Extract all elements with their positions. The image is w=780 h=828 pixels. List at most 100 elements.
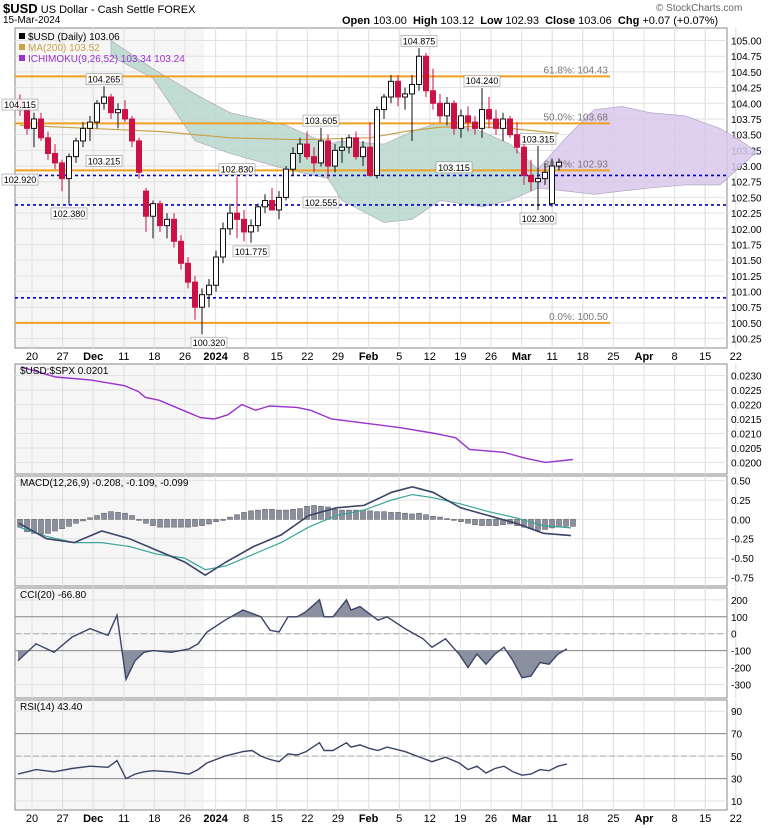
macd-histogram-bar	[423, 514, 429, 520]
price-label: 102.830	[221, 165, 254, 175]
macd-histogram-bar	[458, 519, 464, 522]
candle-body	[136, 140, 142, 173]
candle-body	[80, 127, 86, 142]
macd-histogram-bar	[444, 518, 450, 520]
macd-histogram-bar	[430, 516, 436, 520]
macd-histogram-bar	[199, 519, 205, 526]
macd-histogram-bar	[38, 519, 44, 535]
candle-body	[521, 146, 527, 176]
macd-histogram-bar	[311, 505, 317, 520]
price-label-box	[85, 73, 123, 85]
macd-histogram-bar	[486, 519, 492, 526]
macd-histogram-bar	[549, 519, 555, 529]
y-tick-label-price: 104.75	[731, 52, 762, 63]
rs-line	[20, 366, 574, 464]
macd-histogram-bar	[164, 519, 170, 528]
y-tick-label-price: 102.50	[731, 193, 762, 204]
candle-body	[549, 165, 555, 205]
macd-histogram-bar	[206, 519, 212, 525]
candle-body	[220, 228, 226, 258]
x-tick-label-top: 26	[179, 351, 191, 363]
x-tick-label-top: 26	[485, 351, 497, 363]
macd-histogram-bar	[87, 517, 93, 520]
macd-histogram-bar	[556, 519, 562, 528]
y-tick-label-rs: 0.0220	[731, 401, 762, 412]
macd-histogram-bar	[73, 519, 79, 524]
macd-histogram-bar	[80, 519, 86, 522]
candle-body	[178, 240, 184, 264]
candle-body	[388, 80, 394, 98]
y-tick-label-price: 100.75	[731, 303, 762, 314]
panel-bg-right	[204, 700, 727, 810]
y-tick-label-macd: -0.75	[731, 573, 754, 584]
price-label: 104.115	[4, 100, 36, 110]
candle-body	[556, 161, 562, 167]
cci-area-low	[18, 650, 567, 680]
x-tick-label-bottom: 2024	[203, 813, 228, 825]
y-tick-label-rs: 0.0200	[731, 458, 762, 469]
y-tick-label-price: 102.75	[731, 178, 762, 189]
candle-body	[171, 218, 177, 242]
macd-histogram-bar	[115, 512, 121, 520]
y-tick-label-price: 100.50	[731, 319, 762, 330]
macd-histogram-bar	[472, 519, 478, 526]
macd-histogram-bar	[353, 509, 359, 520]
candle-body	[206, 284, 212, 296]
high-label: High	[412, 15, 438, 27]
price-label-box	[302, 114, 340, 127]
macd-histogram-bar	[108, 511, 114, 520]
macd-histogram-bar	[283, 509, 289, 520]
candle-body	[276, 196, 282, 211]
x-tick-label-top: 27	[56, 351, 68, 363]
ohlc-readout: Open 103.00 High 103.12 Low 102.93 Close…	[342, 15, 718, 27]
candle-body	[101, 96, 107, 104]
price-label: 102.555	[305, 198, 338, 208]
candle-body	[311, 156, 317, 164]
fib-label: 38.2%: 102.93	[544, 159, 609, 170]
panel-frame	[14, 587, 728, 699]
candle-body	[444, 102, 450, 117]
candle-body	[129, 118, 135, 142]
ma200-line	[19, 124, 560, 141]
y-tick-label-price: 101.50	[731, 256, 762, 267]
panel-frame	[14, 699, 728, 811]
macd-histogram-bar	[437, 516, 443, 520]
y-tick-label-rs: 0.0225	[731, 386, 762, 397]
legend-label: MA(200) 103.52	[28, 43, 100, 54]
panel-frame	[14, 475, 728, 587]
macd-legend: MACD(12,26,9) -0.208, -0.109, -0.099	[20, 478, 189, 489]
price-label: 102.300	[522, 214, 555, 224]
x-tick-label-bottom: 20	[26, 813, 38, 825]
macd-histogram-bar	[59, 519, 65, 529]
candle-body	[353, 137, 359, 158]
cci-line	[17, 598, 568, 682]
x-tick-label-top: 15	[271, 351, 283, 363]
candle-body	[52, 152, 58, 164]
chg-value: +0.07 (+0.07%)	[642, 15, 719, 27]
panel-bg-right	[204, 476, 727, 586]
macd-histogram-bar	[493, 519, 499, 526]
candle-body	[514, 134, 520, 148]
candle-body	[66, 156, 72, 180]
y-tick-label-price: 104.00	[731, 99, 762, 110]
x-tick-label-bottom: 22	[301, 813, 313, 825]
x-tick-label-bottom: Apr	[635, 813, 655, 825]
macd-histogram-bar	[521, 519, 527, 528]
price-label: 103.215	[88, 157, 121, 167]
candle-body	[465, 115, 471, 123]
high-value: 103.12	[440, 15, 475, 27]
candle-body	[416, 55, 422, 85]
macd-histogram-bar	[563, 519, 569, 527]
y-tick-label-price: 103.50	[731, 131, 762, 142]
candle-body	[507, 118, 513, 136]
price-label-box	[1, 173, 39, 186]
x-tick-label-bottom: 25	[607, 813, 619, 825]
macd-histogram-bar	[367, 510, 373, 520]
rs-legend: $USD:$SPX 0.0201	[20, 366, 109, 377]
candle-body	[227, 212, 233, 230]
macd-histogram-bar	[157, 519, 163, 528]
x-tick-label-bottom: 18	[577, 813, 589, 825]
price-label: 102.920	[4, 175, 37, 185]
candle-body	[192, 281, 198, 308]
